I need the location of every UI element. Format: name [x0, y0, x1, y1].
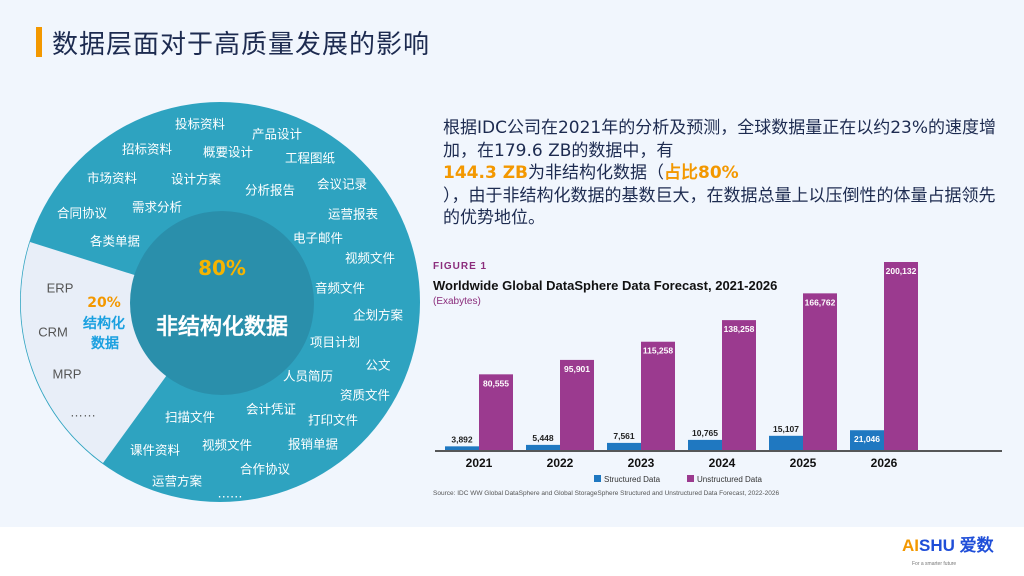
unstructured-bar	[803, 293, 837, 450]
bar-value-label: 200,132	[886, 266, 917, 276]
figure-label: FIGURE 1	[433, 261, 488, 272]
x-tick-label: 2024	[709, 456, 736, 470]
center-label: 非结构化数据	[155, 315, 289, 340]
donut-item-label: 各类单据	[89, 233, 141, 249]
donut-item-label: 会计凭证	[245, 401, 297, 417]
donut-item-label: 项目计划	[309, 334, 361, 350]
structured-label-2: 数据	[91, 336, 119, 352]
bar-value-label: 138,258	[724, 324, 755, 334]
bar-value-label: 166,762	[805, 297, 836, 307]
donut-item-label: 合作协议	[239, 461, 291, 477]
slide: 数据层面对于高质量发展的影响 投标资料产品设计招标资料 概要设计 工程图纸市场资料 设…	[0, 0, 1024, 527]
x-tick-label: 2025	[790, 456, 817, 470]
x-tick-label: 2026	[871, 456, 898, 470]
donut-item-label: 电子邮件	[292, 230, 344, 246]
aishu-logo: AISHU 爱数	[902, 536, 994, 555]
structured-bar	[526, 444, 560, 450]
logo-shu: SHU 爱数	[919, 536, 994, 555]
donut-item-label: 需求分析	[131, 199, 183, 215]
unstructured-bar	[560, 359, 594, 450]
donut-item-label: 视频文件	[344, 250, 396, 266]
chart-source: Source: IDC WW Global DataSphere and Glo…	[433, 490, 780, 497]
x-tick-label: 2023	[628, 456, 655, 470]
unstructured-bar	[884, 262, 918, 450]
bar-value-label: 7,561	[613, 431, 635, 441]
donut-item-label: ……	[70, 404, 96, 420]
para-text: 为非结构化数据（	[527, 163, 664, 183]
donut-item-label: 企划方案	[352, 307, 404, 323]
page-title: 数据层面对于高质量发展的影响	[52, 30, 431, 60]
legend-label: Unstructured Data	[697, 475, 762, 484]
donut-item-label: 产品设计	[251, 126, 303, 142]
bar-chart: 3,892 80,555 2021 5,448 95,901 2022 7,561 115,2…	[435, 262, 1002, 484]
donut-item-label: 投标资料	[174, 116, 226, 132]
donut-item-label: 视频文件	[201, 437, 253, 453]
donut-item-label: 市场资料	[86, 170, 138, 186]
x-tick-label: 2022	[547, 456, 574, 470]
para-text: 根据IDC公司在2021年的分析及预测，全球数据量正在以约23%的速度增加，在1…	[443, 118, 997, 161]
donut-item-label: 报销单据	[287, 436, 339, 452]
para-highlight: 144.3 ZB	[443, 163, 528, 183]
title-accent-bar	[36, 27, 42, 57]
donut-item-label: ERP	[46, 280, 74, 296]
bar-value-label: 21,046	[854, 434, 880, 444]
legend-label: Structured Data	[604, 475, 661, 484]
structured-percent: 20%	[87, 295, 121, 311]
legend-swatch	[687, 475, 694, 482]
donut-item-label: 资质文件	[339, 387, 391, 403]
donut-item-label: 运营报表	[327, 206, 379, 222]
para-text: ），由于非结构化数据的基数巨大，在数据总量上以压倒性的体量占据领先的优势地位。	[443, 185, 996, 229]
bar-value-label: 95,901	[564, 364, 590, 374]
donut-item-label: 分析报告	[244, 182, 296, 198]
donut-item-label: MRP	[52, 366, 82, 382]
donut-item-label: 扫描文件	[164, 409, 216, 425]
donut-item-label: 运营方案	[151, 473, 203, 489]
legend-swatch	[594, 475, 601, 482]
donut-item-label: 工程图纸	[284, 150, 336, 166]
donut-item-label: 会议记录	[316, 176, 368, 192]
structured-label-1: 结构化	[83, 316, 125, 332]
bar-value-label: 5,448	[532, 433, 554, 443]
structured-bar	[769, 435, 803, 450]
donut-item-label: 设计方案	[170, 171, 222, 187]
donut-item-label: 合同协议	[56, 205, 108, 221]
donut-diagram	[20, 102, 420, 502]
bar-value-label: 3,892	[451, 434, 473, 444]
para-highlight-line: 144.3 ZB为非结构化数据（占比80%	[443, 162, 1003, 185]
center-circle	[130, 211, 314, 395]
structured-bar	[850, 430, 884, 450]
structured-bar	[688, 439, 722, 450]
unstructured-bar	[479, 374, 513, 450]
logo-ai: AI	[902, 536, 919, 555]
structured-bar	[445, 446, 479, 450]
bar-value-label: 80,555	[483, 378, 509, 388]
unstructured-bar	[641, 341, 675, 450]
bar-value-label: 115,258	[643, 346, 674, 356]
donut-item-label: 音频文件	[314, 280, 366, 296]
bar-value-label: 10,765	[692, 428, 718, 438]
description-paragraph: 根据IDC公司在2021年的分析及预测，全球数据量正在以约23%的速度增加，在1…	[443, 117, 1003, 230]
para-highlight: 占比80%	[663, 163, 739, 183]
donut-item-label: 课件资料	[129, 442, 181, 458]
donut-item-label: 概要设计	[202, 144, 254, 160]
center-percent: 80%	[198, 256, 246, 280]
chart-unit: (Exabytes)	[433, 296, 481, 307]
structured-bar	[607, 442, 641, 450]
logo-tagline: For a smarter future	[912, 561, 957, 567]
donut-item-label: ……	[217, 485, 243, 501]
unstructured-bar	[722, 320, 756, 450]
donut-item-label: CRM	[38, 324, 68, 340]
x-tick-label: 2021	[466, 456, 493, 470]
bar-value-label: 15,107	[773, 424, 799, 434]
donut-item-label: 人员简历	[282, 368, 334, 384]
chart-title: Worldwide Global DataSphere Data Forecas…	[433, 278, 778, 293]
donut-item-label: 打印文件	[307, 412, 359, 428]
donut-item-label: 招标资料	[121, 141, 173, 157]
donut-item-label: 公文	[365, 357, 391, 373]
